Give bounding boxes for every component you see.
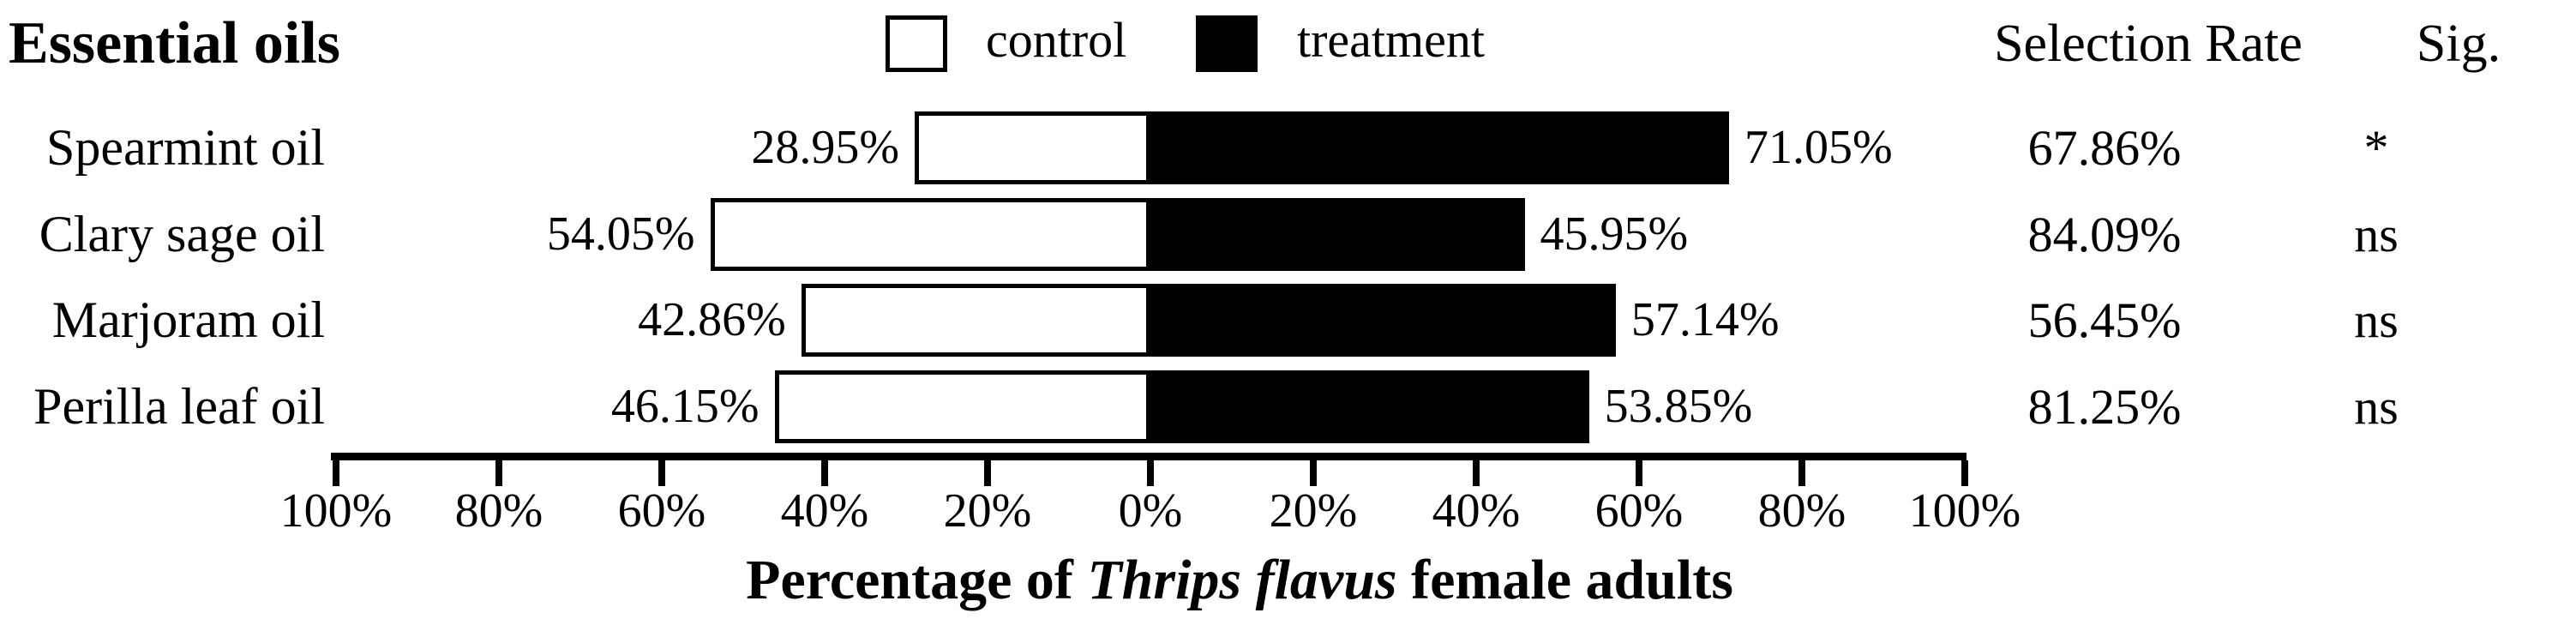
axis-tick: [333, 460, 339, 486]
axis-tick: [1961, 460, 1968, 486]
treatment-bar: [1150, 111, 1729, 184]
control-value-label: 42.86%: [638, 293, 786, 346]
treatment-value-label: 45.95%: [1540, 207, 1689, 261]
control-bar: [914, 111, 1150, 184]
axis-tick-label: 20%: [943, 484, 1032, 538]
axis-tick: [1798, 460, 1805, 486]
significance-value: *: [2363, 120, 2389, 176]
axis-tick-label: 100%: [279, 484, 393, 538]
treatment-value-label: 71.05%: [1744, 121, 1893, 174]
control-bar: [801, 284, 1150, 357]
selection-rate-value: 67.86%: [2027, 120, 2182, 176]
treatment-bar: [1150, 198, 1525, 271]
figure-title: Essential oils: [9, 10, 341, 76]
sig-column-header: Sig.: [2416, 15, 2501, 73]
significance-value: ns: [2354, 207, 2399, 262]
axis-tick-label: 80%: [454, 484, 543, 538]
control-bar: [774, 370, 1150, 443]
axis-tick-label: 40%: [780, 484, 869, 538]
control-value-label: 54.05%: [546, 207, 695, 261]
axis-tick: [495, 460, 502, 486]
legend-control-label: control: [986, 12, 1127, 68]
treatment-bar: [1150, 370, 1589, 443]
axis-tick: [658, 460, 665, 486]
category-label: Clary sage oil: [39, 206, 325, 262]
treatment-value-label: 53.85%: [1604, 380, 1753, 433]
treatment-bar: [1150, 284, 1616, 357]
x-axis-title: Percentage of Thrips flavus female adult…: [746, 549, 1733, 612]
legend-treatment-swatch: [1196, 15, 1258, 72]
treatment-value-label: 57.14%: [1630, 293, 1780, 346]
axis-tick: [1310, 460, 1317, 486]
axis-tick: [1636, 460, 1642, 486]
x-axis-title-species: Thrips flavus: [1087, 549, 1397, 611]
x-axis-line: [331, 453, 1967, 460]
selection-rate-value: 84.09%: [2027, 207, 2182, 262]
axis-tick-label: 100%: [1908, 484, 2021, 538]
significance-value: ns: [2354, 379, 2399, 435]
category-label: Perilla leaf oil: [33, 378, 325, 435]
axis-tick: [1147, 460, 1154, 486]
significance-value: ns: [2354, 292, 2399, 348]
control-value-label: 46.15%: [610, 380, 760, 433]
axis-tick: [1473, 460, 1480, 486]
category-label: Marjoram oil: [51, 291, 325, 348]
control-bar: [710, 198, 1150, 271]
axis-tick-label: 20%: [1269, 484, 1358, 538]
axis-tick-label: 40%: [1432, 484, 1521, 538]
axis-tick-label: 0%: [1118, 484, 1183, 538]
selection-rate-value: 81.25%: [2027, 379, 2182, 435]
legend-treatment-label: treatment: [1297, 12, 1486, 68]
category-label: Spearmint oil: [46, 119, 325, 176]
axis-tick: [984, 460, 991, 486]
control-value-label: 28.95%: [751, 121, 899, 174]
x-axis-title-prefix: Percentage of: [746, 549, 1088, 611]
axis-tick-label: 60%: [617, 484, 706, 538]
axis-tick-label: 60%: [1594, 484, 1684, 538]
legend-control-swatch: [886, 15, 947, 72]
selection-rate-column-header: Selection Rate: [1994, 15, 2303, 73]
selection-rate-value: 56.45%: [2027, 292, 2182, 348]
axis-tick-label: 80%: [1757, 484, 1846, 538]
axis-tick: [821, 460, 828, 486]
x-axis-title-suffix: female adults: [1396, 549, 1733, 611]
